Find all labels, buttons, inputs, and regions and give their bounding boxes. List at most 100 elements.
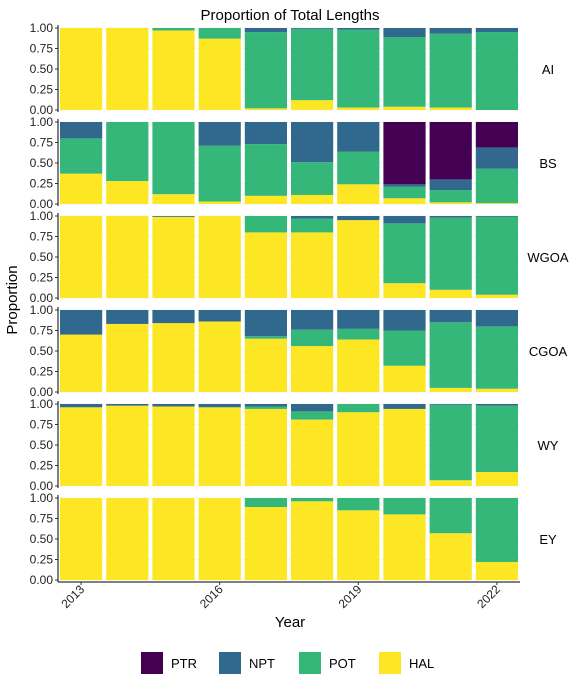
bar-segment-cgoa-2022-hal [475, 388, 518, 392]
bar-segment-wgoa-2020-hal [383, 283, 426, 298]
bar-segment-bs-2021-pot [429, 190, 472, 203]
x-axis-title: Year [275, 614, 305, 631]
bar-segment-bs-2018-pot [291, 162, 334, 195]
bar-segment-wy-2017-npt [244, 404, 287, 407]
legend-item-pot: POT [299, 652, 356, 674]
bar-segment-wgoa-2020-pot [383, 223, 426, 284]
bar-segment-wgoa-2022-pot [475, 216, 518, 295]
facet-panel-ai: 0.00 0.25 0.50 0.75 1.00 AI [30, 21, 555, 117]
bar-segment-bs-2021-hal [429, 202, 472, 204]
bar-segment-cgoa-2019-npt [337, 310, 380, 329]
y-tick-label: 0.75 [30, 324, 54, 338]
bar-segment-wy-2022-npt [475, 404, 518, 406]
bar-segment-ai-2021-npt [429, 28, 472, 34]
bar-segment-ey-2020-pot [383, 498, 426, 515]
bar-segment-bs-2016-npt [198, 122, 241, 146]
bar-segment-bs-2022-pot [475, 168, 518, 204]
bar-segment-cgoa-2022-npt [475, 310, 518, 327]
bar-segment-bs-2022-hal [475, 203, 518, 204]
bar-segment-bs-2013-pot [60, 138, 103, 174]
bar-segment-ai-2015-hal [152, 30, 195, 110]
bar-segment-bs-2017-npt [244, 122, 287, 145]
bar-segment-ey-2018-pot [291, 498, 334, 502]
facet-panel-wy: 0.00 0.25 0.50 0.75 1.00 WY [30, 397, 559, 493]
bar-segment-wy-2018-pot [291, 411, 334, 420]
y-tick-label: 1.00 [30, 397, 54, 411]
bar-segment-ai-2019-npt [337, 28, 380, 30]
bar-segment-cgoa-2018-pot [291, 329, 334, 347]
legend-swatch-pot [299, 652, 321, 674]
bar-segment-wy-2016-hal [198, 407, 241, 486]
bar-segment-cgoa-2018-npt [291, 310, 334, 330]
legend-label-ptr: PTR [171, 656, 197, 671]
y-axis-title: Proportion [4, 265, 21, 334]
bar-segment-cgoa-2017-hal [244, 338, 287, 392]
bar-segment-cgoa-2013-npt [60, 310, 103, 335]
bar-segment-wgoa-2015-hal [152, 216, 195, 298]
bar-segment-ai-2020-hal [383, 106, 426, 110]
bar-segment-bs-2017-pot [244, 144, 287, 196]
bar-segment-ai-2014-hal [106, 28, 149, 110]
bar-segment-bs-2018-npt [291, 122, 334, 163]
y-tick-label: 0.00 [30, 291, 54, 305]
legend-item-npt: NPT [219, 652, 275, 674]
bar-segment-wgoa-2015-npt [152, 216, 195, 217]
bar-segment-ai-2016-hal [198, 38, 241, 110]
facet-label-cgoa: CGOA [529, 344, 568, 359]
facet-label-ai: AI [542, 62, 554, 77]
bar-segment-wy-2019-pot [337, 404, 380, 413]
y-tick-label: 0.75 [30, 230, 54, 244]
bar-segment-wy-2014-hal [106, 405, 149, 486]
y-tick-label: 1.00 [30, 209, 54, 223]
bar-segment-cgoa-2022-pot [475, 326, 518, 389]
bar-segment-cgoa-2017-pot [244, 336, 287, 339]
bar-segment-bs-2020-pot [383, 186, 426, 199]
x-tick-label: 2022 [474, 582, 503, 611]
facet-label-wy: WY [538, 438, 559, 453]
bar-segment-wgoa-2021-pot [429, 217, 472, 290]
bar-segment-wy-2014-npt [106, 404, 149, 406]
bar-segment-wgoa-2017-hal [244, 232, 287, 298]
bar-segment-cgoa-2016-hal [198, 321, 241, 392]
y-tick-label: 0.50 [30, 62, 54, 76]
bar-segment-wy-2018-npt [291, 404, 334, 412]
bar-segment-bs-2013-hal [60, 173, 103, 204]
bar-segment-wgoa-2020-npt [383, 216, 426, 224]
bar-segment-ai-2017-pot [244, 32, 287, 109]
bar-segment-cgoa-2020-pot [383, 330, 426, 366]
facet-panel-bs: 0.00 0.25 0.50 0.75 1.00 BS [30, 115, 557, 211]
bar-segment-wy-2021-npt [429, 404, 472, 405]
bar-segment-bs-2014-hal [106, 181, 149, 204]
y-tick-label: 1.00 [30, 21, 54, 35]
facet-panel-cgoa: 0.00 0.25 0.50 0.75 1.00 CGOA [30, 303, 568, 399]
bar-segment-bs-2020-hal [383, 198, 426, 204]
bar-segment-bs-2022-npt [475, 147, 518, 169]
bar-segment-cgoa-2014-hal [106, 323, 149, 392]
bar-segment-ey-2013-hal [60, 498, 103, 580]
bar-segment-bs-2022-ptr [475, 122, 518, 148]
bar-segment-cgoa-2021-hal [429, 387, 472, 392]
facet-label-wgoa: WGOA [527, 250, 568, 265]
bar-segment-ai-2018-pot [291, 28, 334, 101]
bar-segment-ai-2019-pot [337, 29, 380, 108]
bar-segment-cgoa-2015-npt [152, 310, 195, 324]
bar-segment-ai-2013-hal [60, 28, 103, 110]
bar-segment-wgoa-2019-hal [337, 220, 380, 298]
bar-segment-wgoa-2018-npt [291, 216, 334, 219]
y-tick-label: 1.00 [30, 303, 54, 317]
y-tick-label: 0.50 [30, 344, 54, 358]
bar-segment-wgoa-2017-pot [244, 216, 287, 233]
bar-segment-cgoa-2021-pot [429, 322, 472, 388]
y-tick-label: 0.75 [30, 136, 54, 150]
x-axis: 2013 2016 2019 2022 [58, 581, 520, 611]
bar-segment-ai-2022-pot [475, 32, 518, 110]
bar-segment-ey-2014-hal [106, 498, 149, 580]
bar-segment-bs-2020-npt [383, 184, 426, 187]
bar-segment-wy-2013-npt [60, 404, 103, 408]
bar-segment-bs-2015-hal [152, 194, 195, 204]
facet-label-bs: BS [539, 156, 557, 171]
x-tick-label: 2013 [58, 582, 87, 611]
bar-segment-bs-2019-hal [337, 184, 380, 204]
x-tick-label: 2016 [197, 582, 226, 611]
bar-segment-wgoa-2016-hal [198, 216, 241, 298]
